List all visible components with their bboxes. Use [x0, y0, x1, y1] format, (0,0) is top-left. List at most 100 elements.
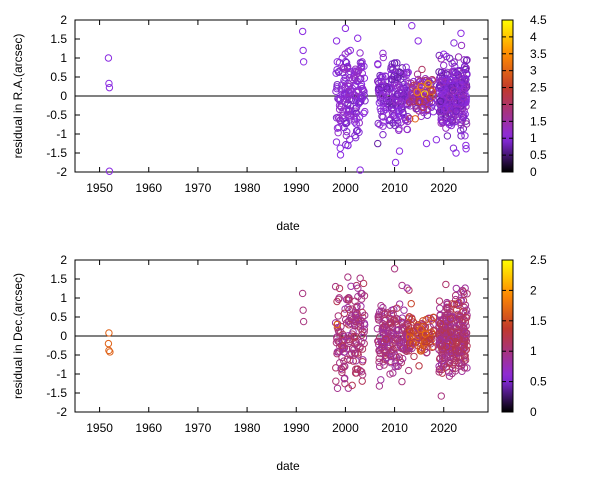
ra-data-point — [384, 93, 392, 102]
ra-x-tick-label: 1960 — [135, 181, 162, 195]
ra-y-tick-label: -1.5 — [46, 146, 67, 160]
ra-residual-panel: 1950 1960 1970 1980 1990 2000 2010 2020-2-1.5-1… — [11, 13, 547, 233]
dec-data-point — [442, 363, 451, 371]
ra-data-point — [333, 80, 341, 89]
ra-data-point — [408, 94, 416, 102]
ra-data-point — [346, 135, 354, 144]
dec-data-point — [392, 353, 401, 361]
ra-points — [104, 22, 471, 175]
dec-data-point — [393, 304, 401, 312]
dec-data-point — [333, 384, 342, 392]
ra-data-point — [343, 128, 351, 136]
dec-data-point — [421, 323, 430, 331]
ra-data-point — [452, 98, 460, 106]
dec-data-point — [332, 377, 340, 385]
dec-data-point — [381, 321, 389, 329]
dec-data-point — [354, 284, 362, 292]
dec-data-point — [350, 332, 358, 341]
ra-data-point — [350, 91, 359, 99]
dec-data-point — [299, 306, 307, 314]
dec-data-point — [377, 302, 385, 310]
dec-x-tick-label: 2020 — [430, 421, 457, 435]
dec-data-point — [380, 308, 388, 316]
dec-data-point — [427, 333, 435, 342]
dec-data-point — [333, 297, 341, 306]
ra-data-point — [393, 116, 402, 125]
dec-data-point — [351, 311, 360, 320]
dec-data-point — [462, 306, 471, 314]
ra-data-point — [457, 41, 466, 50]
ra-data-point — [332, 69, 340, 77]
ra-data-point — [388, 110, 397, 119]
dec-data-point — [380, 361, 388, 369]
ra-data-point — [392, 81, 401, 89]
dec-data-point — [400, 306, 408, 314]
dec-data-point — [386, 370, 394, 378]
dec-data-point — [446, 315, 455, 323]
dec-data-point — [395, 353, 403, 361]
ra-data-point — [414, 37, 422, 45]
dec-data-point — [459, 296, 468, 305]
dec-data-point — [375, 354, 383, 363]
dec-data-point — [387, 359, 395, 367]
ra-data-point — [395, 106, 403, 115]
dec-data-point — [425, 336, 433, 344]
dec-data-point — [393, 330, 401, 338]
ra-data-point — [379, 53, 388, 62]
dec-y-tick-label: -1.5 — [46, 386, 67, 400]
ra-data-point — [462, 145, 470, 153]
dec-data-point — [441, 323, 449, 331]
ra-data-point — [450, 67, 459, 75]
dec-data-point — [106, 348, 114, 356]
ra-data-point — [454, 71, 462, 79]
dec-data-point — [348, 344, 357, 353]
dec-data-point — [375, 313, 383, 321]
ra-data-point — [104, 54, 113, 62]
ra-data-point — [438, 88, 447, 96]
ra-colorbar-tick-label: 0.5 — [530, 148, 547, 162]
ra-data-point — [105, 167, 114, 175]
ra-data-point — [356, 58, 365, 67]
dec-data-point — [462, 329, 470, 338]
dec-data-point — [461, 356, 470, 364]
dec-data-point — [448, 369, 456, 378]
dec-data-point — [398, 377, 406, 386]
ra-data-point — [461, 98, 469, 106]
dec-residual-panel: 1950 1960 1970 1980 1990 2000 2010 2020-2-1.5-1… — [11, 253, 547, 473]
ra-data-point — [299, 46, 307, 55]
ra-data-point — [398, 86, 406, 94]
ra-data-point — [437, 68, 446, 77]
dec-data-point — [462, 333, 470, 341]
dec-data-point — [350, 349, 359, 357]
dec-data-point — [346, 319, 355, 328]
ra-data-point — [400, 113, 409, 122]
ra-data-point — [352, 127, 361, 135]
dec-data-point — [356, 342, 364, 351]
ra-data-point — [341, 57, 350, 66]
dec-data-point — [347, 282, 355, 290]
ra-data-point — [413, 70, 422, 78]
dec-data-point — [458, 286, 467, 295]
dec-data-point — [298, 289, 307, 298]
ra-data-point — [423, 111, 432, 119]
ra-data-point — [462, 120, 471, 128]
ra-colorbar-tick-label: 3 — [530, 64, 537, 78]
ra-data-point — [450, 39, 458, 47]
dec-data-point — [375, 382, 384, 390]
ra-data-point — [432, 136, 441, 144]
ra-data-point — [459, 113, 468, 121]
dec-points — [104, 265, 471, 400]
ra-data-point — [457, 98, 466, 106]
dec-data-point — [407, 299, 415, 308]
ra-x-tick-label: 2020 — [430, 181, 457, 195]
ra-data-point — [354, 67, 363, 75]
ra-data-point — [452, 69, 460, 77]
ra-data-point — [299, 58, 308, 66]
dec-x-tick-label: 2000 — [332, 421, 359, 435]
ra-data-point — [445, 93, 454, 102]
ra-data-point — [379, 118, 387, 126]
ra-data-point — [402, 63, 410, 71]
ra-colorbar-tick-label: 2 — [530, 97, 537, 111]
ra-y-tick-label: -1 — [56, 127, 67, 141]
